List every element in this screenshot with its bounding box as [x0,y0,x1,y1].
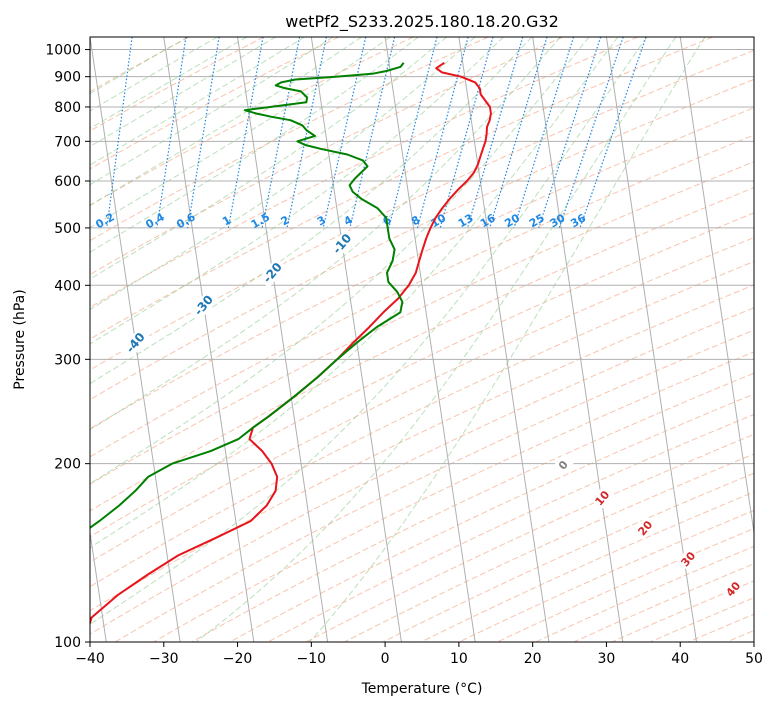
label-backdrop [721,577,745,601]
pressure-gridlines [90,49,754,642]
moist-adiabat [90,37,448,280]
label-backdrop [189,290,219,321]
y-tick-label: 800 [54,100,81,116]
dry-adiabat [90,134,754,458]
mixing-ratio-line [261,37,301,229]
moist-adiabat [90,37,305,166]
isotherm [679,37,754,537]
moist-adiabat [90,37,619,549]
x-tick-label: 30 [598,651,616,667]
dry-adiabat [191,372,754,642]
moist-adiabat [309,37,706,642]
y-tick-label: 100 [54,635,81,651]
mixing-ratio-line [187,37,220,228]
dry-adiabat [90,37,339,170]
x-tick-label: 0 [381,651,390,667]
x-tick-label: 40 [671,651,689,667]
label-backdrop [676,547,700,571]
x-tick-label: −10 [297,651,327,667]
x-tick-label: 20 [524,651,542,667]
y-tick-label: 600 [54,174,81,190]
mixing-ratio-line [388,37,438,229]
label-backdrop [590,486,614,510]
dry-adiabat [497,528,754,642]
mixing-ratio-line [322,37,367,229]
dewpoint-profile [90,62,405,529]
y-tick-label: 500 [54,221,81,237]
isotherm [532,37,624,642]
isotherm [163,37,255,642]
dry-adiabat [90,307,754,635]
plot-frame [89,36,755,643]
moist-adiabat [195,37,677,642]
moist-adiabat [90,37,362,207]
moist-adiabat [90,37,504,345]
label-backdrop [551,453,575,477]
isotherm [605,37,697,642]
dry-adiabat [90,78,754,401]
moist-adiabat [90,37,419,253]
profiles [90,61,492,627]
dry-adiabat [90,107,754,430]
x-tick-label: 50 [745,651,763,667]
axes: −40 −30 −20 −10 0 10 20 30 40 50 100 200 300 400 500 60… [45,43,763,667]
isotherm [237,37,329,642]
moist-adiabat [90,37,334,186]
y-tick-label: 900 [54,70,81,86]
mixing-ratio-line [416,37,469,229]
x-axis-label: Temperature (°C) [361,681,483,697]
dry-adiabat [90,37,638,308]
label-backdrop [327,228,357,260]
dry-adiabat [306,433,754,642]
mixing-ratio-line [579,37,647,229]
moist-adiabat [90,37,476,311]
mixing-ratio-line [349,37,396,229]
mixing-ratio-line [227,37,264,229]
y-tick-label: 700 [54,134,81,150]
dry-adiabat [90,212,754,538]
dry-adiabat [420,491,754,642]
label-backdrop [258,257,287,288]
y-tick-label: 200 [54,457,81,473]
mixing-ratio-line [106,37,133,228]
dry-adiabat [90,37,414,206]
y-tick-label: 300 [54,352,81,368]
x-tick-label: −20 [223,651,253,667]
label-backdrop [633,516,657,540]
moist-adiabat [90,37,189,95]
mixing-ratio-line [156,37,187,228]
plot-area: 0.10.20.40.611.52346810131620253036-100-… [90,37,754,642]
x-tick-label: 10 [450,651,468,667]
moist-adiabat [90,37,561,431]
chart-title: wetPf2_S233.2025.180.18.20.G32 [285,12,559,32]
dry-adiabat [114,329,754,642]
y-tick-label: 1000 [45,43,81,59]
dry-adiabat [90,37,564,276]
mixing-ratio-lines [106,37,647,229]
isotherm [458,37,550,642]
isotherm [90,529,107,642]
mixing-ratio-line [466,37,524,229]
y-axis-label: Pressure (hPa) [12,289,28,389]
mixing-ratio-line [286,37,328,229]
dry-adiabat [90,236,754,563]
dry-adiabat [382,472,754,642]
temperature-profile [90,61,492,627]
dry-adiabat [267,413,754,642]
moist-adiabat [90,37,391,229]
isotherm [384,37,476,642]
y-tick-label: 400 [54,278,81,294]
mixing-ratio-line [439,37,494,229]
label-backdrop [121,327,150,358]
x-tick-label: −40 [75,651,105,667]
dry-adiabat [90,37,713,340]
dry-adiabat [90,187,754,512]
x-tick-label: −30 [149,651,179,667]
moist-adiabat [90,37,590,485]
